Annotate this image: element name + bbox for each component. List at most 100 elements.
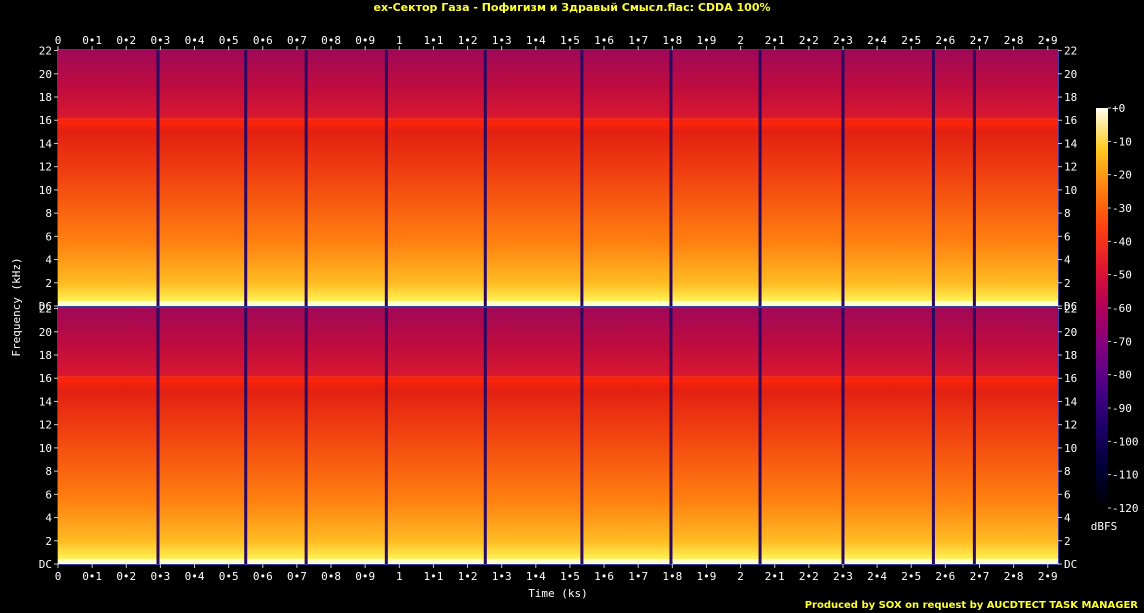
channel-panel-2 [57,307,1059,565]
colorbar-tick-label: -40 [1112,235,1132,248]
y-tick-label-left: 14 [39,395,53,408]
track-gap-7 [669,50,673,306]
y-tick-label-right: 14 [1064,395,1078,408]
colorbar-tick-label: -80 [1112,369,1132,382]
x-tick-label-bottom: 0•3 [150,570,170,583]
y-tick-label-left: 8 [45,207,52,220]
y-tick-label-left: 4 [45,512,52,525]
x-tick-label-bottom: 2•2 [799,570,819,583]
spectrogram-band [58,50,1058,306]
y-tick-label-right: 4 [1064,254,1071,267]
track-gap-9 [841,50,845,306]
y-tick-label-right: 6 [1064,488,1071,501]
track-gap-11 [972,308,976,564]
panel-frame [57,49,1059,307]
x-tick-label-top: 2•1 [765,34,785,47]
y-tick-label-left: 10 [39,184,52,197]
x-tick-label-top: 1•2 [458,34,478,47]
y-tick-label-left: 22 [39,45,52,58]
y-tick-label-left: 18 [39,349,52,362]
x-tick-label-bottom: 0•9 [355,570,375,583]
colorbar-tick-label: -50 [1112,269,1132,282]
y-tick-label-right: 18 [1064,91,1077,104]
x-tick-label-top: 0•7 [287,34,307,47]
colorbar-tick-label: -100 [1112,435,1139,448]
colorbar-tick-label: -110 [1112,469,1139,482]
channel-panel-1 [57,49,1059,307]
x-tick-label-top: 1•7 [628,34,648,47]
track-gap-4 [384,308,388,564]
x-tick-label-bottom: 1 [396,570,403,583]
track-gap-6 [580,308,584,564]
y-tick-label-right: 10 [1064,184,1077,197]
y-tick-label-left: DC [39,300,52,313]
track-gap-2 [244,308,248,564]
y-tick-label-right: 12 [1064,161,1077,174]
x-tick-label-top: 0•9 [355,34,375,47]
track-gap-2 [244,50,248,306]
colorbar-tick-label: -120 [1112,502,1139,515]
y-tick-label-right: 22 [1064,45,1077,58]
x-tick-label-top: 0•6 [253,34,273,47]
x-tick-label-top: 1•4 [526,34,546,47]
colorbar-tick-label: -30 [1112,202,1132,215]
track-gap-1 [156,50,160,306]
x-tick-label-bottom: 2•6 [935,570,955,583]
y-tick-label-left: 16 [39,372,52,385]
y-tick-label-right: 18 [1064,349,1077,362]
y-tick-label-right: 2 [1064,277,1071,290]
y-tick-label-left: 14 [39,137,53,150]
x-tick-label-bottom: 1•7 [628,570,648,583]
y-tick-label-right: 12 [1064,419,1077,432]
y-tick-label-left: 4 [45,254,52,267]
x-tick-label-bottom: 2•1 [765,570,785,583]
y-tick-label-right: DC [1064,300,1077,313]
track-gap-3 [304,50,308,306]
y-tick-label-left: 2 [45,535,52,548]
y-tick-label-right: 8 [1064,465,1071,478]
x-tick-label-top: 1•6 [594,34,614,47]
track-gap-9 [841,308,845,564]
colorbar-tick-label: +0 [1112,102,1125,115]
y-tick-label-left: 2 [45,277,52,290]
x-tick-label-bottom: 1•5 [560,570,580,583]
y-tick-label-right: 4 [1064,512,1071,525]
x-tick-label-bottom: 0 [55,570,62,583]
y-tick-label-right: 22 [1064,303,1077,316]
x-tick-label-top: 1•8 [662,34,682,47]
colorbar-gradient [1096,108,1108,508]
x-tick-label-top: 2•9 [1038,34,1058,47]
y-tick-label-right: 8 [1064,207,1071,220]
lowpass-cutoff-line [58,117,1058,120]
lowpass-cutoff-line [58,375,1058,378]
x-tick-label-bottom: 0•6 [253,570,273,583]
y-tick-label-left: 18 [39,91,52,104]
x-tick-label-top: 2•8 [1004,34,1024,47]
x-tick-label-bottom: 1•1 [423,570,443,583]
y-tick-label-left: 10 [39,442,52,455]
track-gap-1 [156,308,160,564]
x-tick-label-top: 1•1 [423,34,443,47]
track-gap-4 [384,50,388,306]
track-gap-8 [758,50,762,306]
y-tick-label-left: 12 [39,419,52,432]
x-tick-label-top: 0•8 [321,34,341,47]
x-tick-label-top: 1•9 [697,34,717,47]
y-tick-label-left: 22 [39,303,52,316]
x-tick-label-bottom: 2•8 [1004,570,1024,583]
spectrogram-band [58,308,1058,564]
x-tick-label-bottom: 1•9 [697,570,717,583]
x-tick-label-bottom: 2•9 [1038,570,1058,583]
y-tick-label-left: 6 [45,230,52,243]
x-tick-label-top: 1 [396,34,403,47]
y-tick-label-right: 20 [1064,68,1077,81]
x-tick-label-bottom: 1•4 [526,570,546,583]
panel-frame [57,307,1059,565]
x-tick-label-bottom: 1•3 [492,570,512,583]
x-tick-label-top: 0 [55,34,62,47]
y-tick-label-right: 16 [1064,372,1077,385]
track-gap-5 [483,308,487,564]
track-gap-7 [669,308,673,564]
x-tick-label-top: 2•7 [970,34,990,47]
